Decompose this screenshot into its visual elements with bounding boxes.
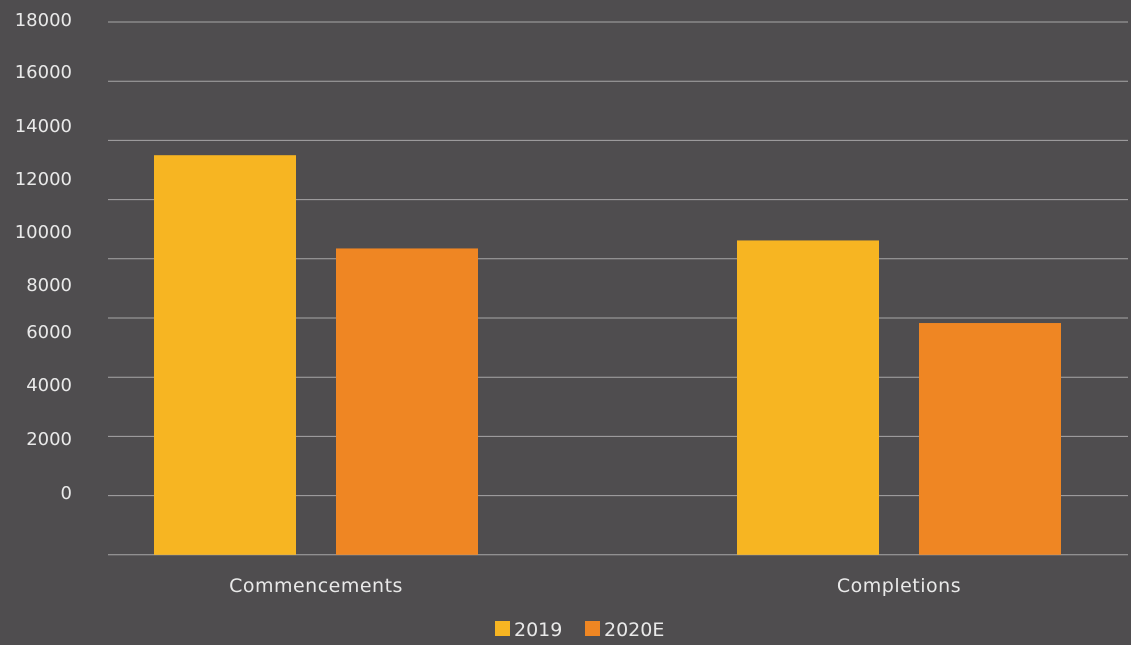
bar-commencements-2019 [154, 155, 296, 555]
category-label: Commencements [229, 575, 403, 597]
y-tick-label: 16000 [15, 62, 72, 83]
bar-completions-2020e [919, 323, 1061, 555]
y-tick-label: 14000 [15, 116, 72, 137]
y-tick-label: 2000 [26, 429, 72, 450]
legend-label: 2020E [604, 619, 664, 641]
bars [154, 155, 1061, 555]
legend-swatch [495, 621, 510, 636]
legend: 2019 2020E [495, 619, 664, 641]
y-tick-label: 8000 [26, 275, 72, 296]
y-tick-label: 10000 [15, 222, 72, 243]
y-tick-label: 18000 [15, 10, 72, 31]
category-label: Completions [837, 575, 961, 597]
y-tick-label: 0 [61, 483, 72, 504]
y-tick-label: 4000 [26, 375, 72, 396]
bar-commencements-2020e [336, 248, 478, 555]
legend-swatch [585, 621, 600, 636]
y-tick-label: 12000 [15, 169, 72, 190]
legend-label: 2019 [514, 619, 562, 641]
x-axis-categories: Commencements Completions [229, 575, 961, 597]
y-tick-label: 6000 [26, 322, 72, 343]
bar-completions-2019 [737, 240, 879, 555]
y-axis-ticks: 18000 16000 14000 12000 10000 8000 6000 4000 200… [15, 10, 72, 504]
